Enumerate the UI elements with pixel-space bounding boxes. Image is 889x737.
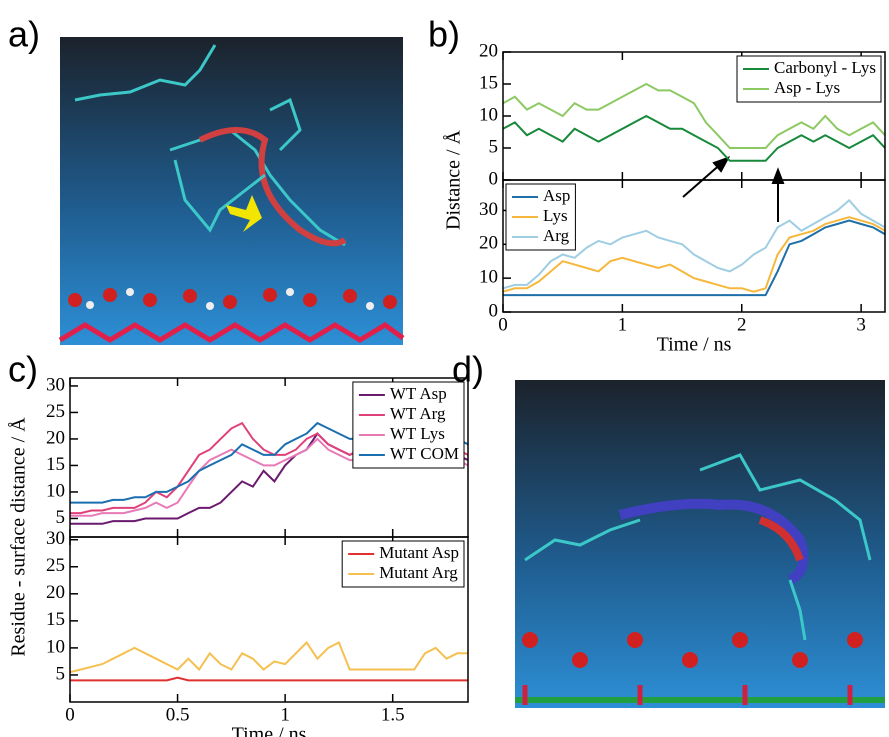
x-axis-label: Time / ns [232, 724, 307, 737]
series-line [503, 116, 885, 161]
y-tick-label: 0 [489, 168, 499, 189]
x-tick-label: 1 [280, 704, 290, 725]
y-axis-label: Distance / Å [443, 129, 465, 230]
y-tick-label: 20 [46, 427, 65, 448]
y-tick-label: 10 [479, 104, 498, 125]
legend-label: WT Asp [390, 384, 447, 403]
x-tick-label: 1 [618, 314, 628, 335]
legend-label: Lys [543, 206, 568, 225]
y-tick-label: 20 [479, 40, 498, 61]
x-axis-label: Time / ns [657, 334, 732, 356]
legend-label: Carbonyl - Lys [774, 58, 876, 77]
y-tick-label: 30 [46, 374, 65, 395]
x-tick-label: 0 [65, 704, 75, 725]
panel-label: c) [8, 349, 38, 390]
x-tick-label: 1.5 [381, 704, 405, 725]
molecular-render-d [515, 380, 885, 708]
legend-label: WT COM [390, 444, 459, 463]
y-tick-label: 30 [479, 199, 498, 220]
series-line [70, 678, 468, 681]
legend-label: WT Arg [390, 404, 446, 423]
x-tick-label: 3 [856, 314, 866, 335]
y-tick-label: 5 [56, 663, 66, 684]
y-tick-label: 20 [479, 233, 498, 254]
x-tick-label: 2 [737, 314, 747, 335]
y-tick-label: 0 [489, 300, 499, 321]
legend-label: Mutant Arg [379, 563, 458, 582]
y-tick-label: 30 [46, 528, 65, 549]
y-tick-label: 5 [56, 507, 66, 528]
legend-label: Mutant Asp [379, 543, 459, 562]
legend-label: WT Lys [390, 424, 445, 443]
y-tick-label: 25 [46, 401, 65, 422]
figure: a) b) c) d) 05101520Distance / ÅCarbonyl… [0, 0, 889, 737]
y-tick-label: 25 [46, 555, 65, 576]
y-tick-label: 10 [46, 480, 65, 501]
y-tick-label: 20 [46, 582, 65, 603]
series-line [70, 643, 468, 673]
x-tick-label: 0.5 [166, 704, 190, 725]
y-tick-label: 10 [46, 636, 65, 657]
y-tick-label: 10 [479, 267, 498, 288]
legend-label: Arg [543, 226, 570, 245]
y-tick-label: 15 [46, 454, 65, 475]
panel-label: a) [8, 14, 40, 55]
x-tick-label: 0 [498, 314, 508, 335]
legend-label: Asp - Lys [774, 78, 840, 97]
y-tick-label: 5 [489, 136, 499, 157]
y-tick-label: 15 [46, 609, 65, 630]
molecular-render-a [60, 37, 403, 345]
legend-label: Asp [543, 186, 570, 205]
y-axis-label: Residue - surface distance / Å [8, 417, 30, 657]
annotation-arrows [683, 158, 783, 222]
y-tick-label: 15 [479, 72, 498, 93]
panel-label: b) [428, 14, 460, 55]
